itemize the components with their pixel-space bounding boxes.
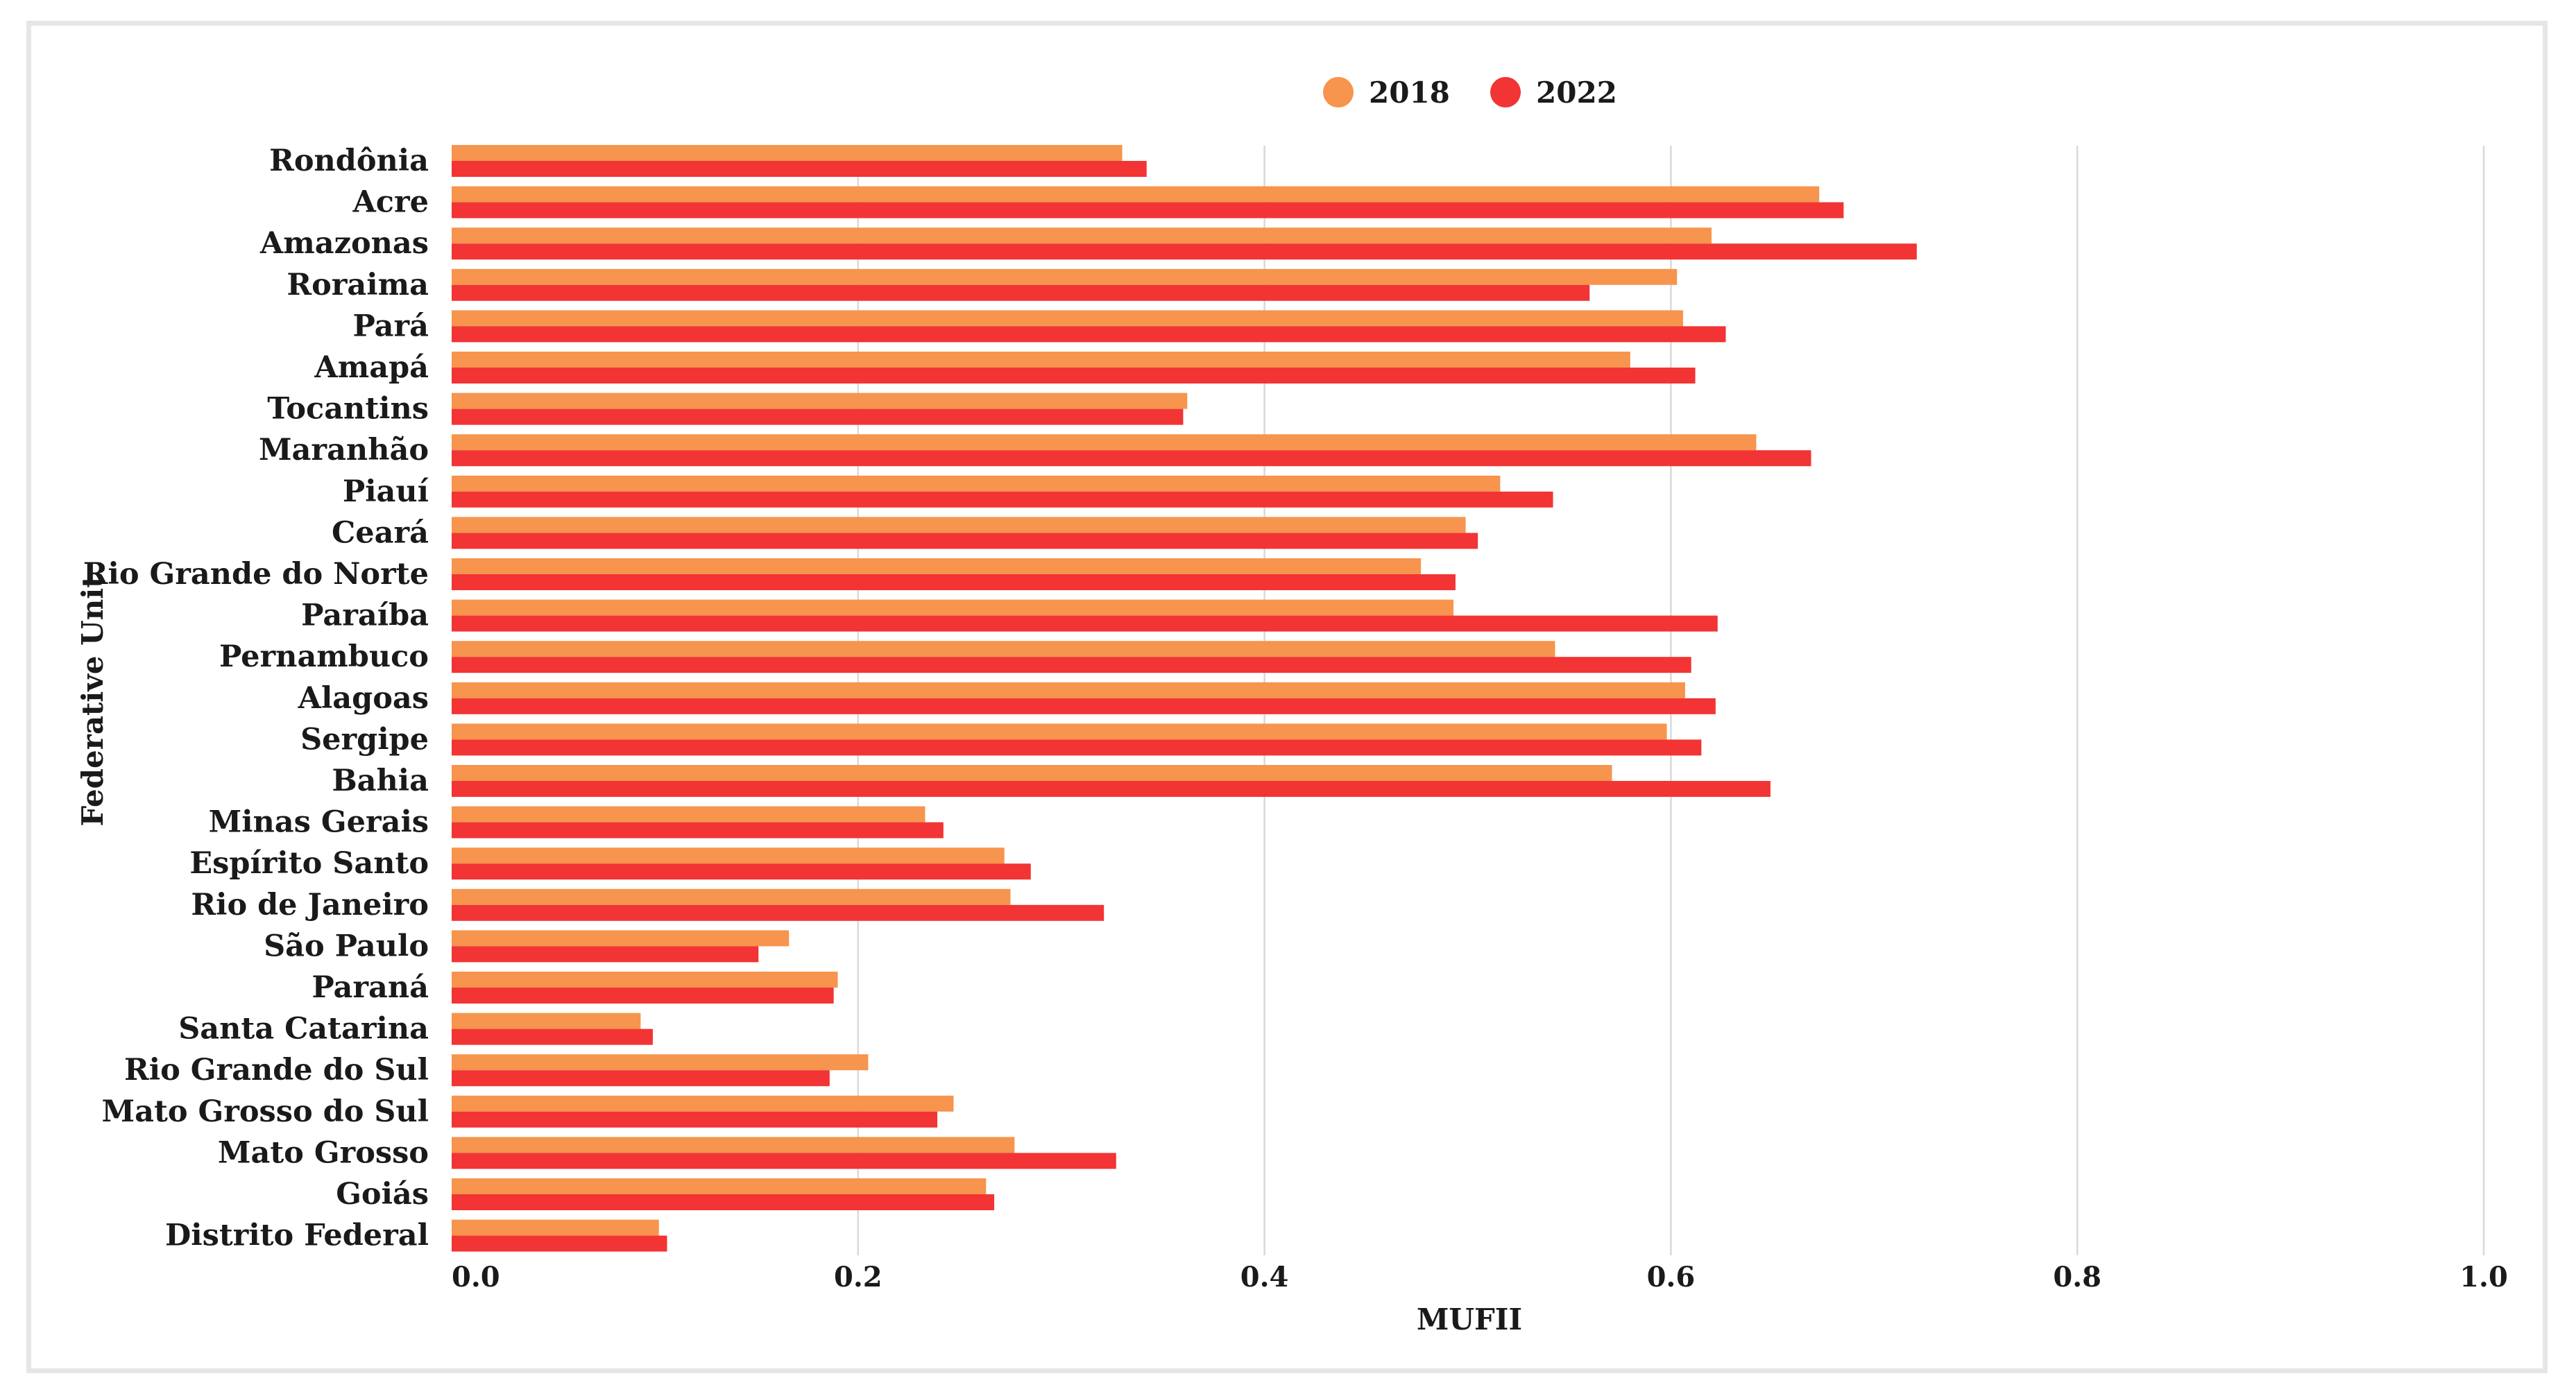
- bar-2018-esp-rito-santo: [452, 847, 1005, 864]
- bar-2018-goi-s: [452, 1178, 987, 1194]
- bar-2018-par-: [452, 310, 1683, 327]
- bar-2018-bahia: [452, 765, 1612, 781]
- y-tick-label: Goiás: [336, 1177, 429, 1212]
- bars: [452, 145, 1917, 1252]
- x-tick-label: 1.0: [2459, 1261, 2508, 1293]
- bar-2022-rio-grande-do-norte: [452, 574, 1456, 590]
- bar-2022-minas-gerais: [452, 822, 944, 838]
- bar-2022-rond-nia: [452, 161, 1147, 177]
- legend-label-2022: 2022: [1536, 76, 1617, 110]
- y-tick-label: Tocantins: [267, 392, 429, 427]
- bar-2022-esp-rito-santo: [452, 863, 1031, 880]
- y-tick-label: Acre: [352, 185, 429, 220]
- x-tick-label: 0.0: [452, 1261, 500, 1293]
- y-tick-label: Distrito Federal: [165, 1219, 429, 1253]
- bar-2022-amazonas: [452, 243, 1917, 260]
- bar-2018-rio-grande-do-sul: [452, 1054, 869, 1071]
- y-axis-tick-labels: Rondônia Acre Amazonas Roraima Pará Amapá Toca…: [83, 144, 429, 1253]
- bar-2018-mato-grosso-do-sul: [452, 1095, 954, 1112]
- y-tick-label: Amapá: [314, 350, 429, 385]
- y-tick-label: Roraima: [287, 268, 429, 302]
- x-tick-label: 0.2: [834, 1261, 882, 1293]
- bar-2018-santa-catarina: [452, 1013, 641, 1029]
- x-axis-title: MUFII: [1417, 1302, 1522, 1336]
- bar-2022-para-ba: [452, 615, 1718, 632]
- bar-2022-rio-de-janeiro: [452, 904, 1104, 921]
- y-tick-label: Amazonas: [259, 226, 429, 261]
- y-tick-label: Ceará: [332, 515, 429, 550]
- y-tick-label: Mato Grosso: [218, 1135, 429, 1170]
- bar-2022-santa-catarina: [452, 1029, 653, 1045]
- y-tick-label: Espírito Santo: [189, 846, 429, 881]
- bar-2018-piau-: [452, 475, 1501, 492]
- bar-2018-acre: [452, 186, 1820, 203]
- bar-2018-rio-grande-do-norte: [452, 558, 1422, 574]
- bar-2018-minas-gerais: [452, 806, 926, 823]
- bar-2022-piau-: [452, 491, 1553, 508]
- bar-2022-roraima: [452, 284, 1590, 301]
- x-axis-tick-labels: 0.0 0.2 0.4 0.6 0.8 1.0: [452, 1261, 2508, 1293]
- y-tick-label: Sergipe: [300, 722, 429, 757]
- bar-2018-rio-de-janeiro: [452, 888, 1011, 905]
- x-tick-label: 0.6: [1647, 1261, 1696, 1293]
- bar-2018-rond-nia: [452, 145, 1123, 161]
- bar-2018-para-ba: [452, 599, 1453, 616]
- bar-2022-distrito-federal: [452, 1235, 667, 1252]
- bar-2022-mato-grosso: [452, 1153, 1116, 1169]
- bar-2018-s-o-paulo: [452, 930, 790, 947]
- y-tick-label: Maranhão: [259, 433, 429, 467]
- bar-2018-tocantins: [452, 393, 1188, 409]
- legend: 2018 2022: [1323, 76, 1617, 110]
- bar-2022-maranh-o: [452, 450, 1811, 467]
- bar-2018-distrito-federal: [452, 1219, 659, 1236]
- y-tick-label: Santa Catarina: [178, 1012, 429, 1047]
- bar-2022-goi-s: [452, 1194, 995, 1210]
- bar-2022-cear-: [452, 533, 1478, 549]
- bar-2018-paran-: [452, 972, 838, 988]
- legend-label-2018: 2018: [1369, 76, 1450, 110]
- bar-2022-tocantins: [452, 408, 1184, 425]
- bar-2018-sergipe: [452, 723, 1667, 740]
- bar-2022-alagoas: [452, 698, 1716, 714]
- bar-2022-sergipe: [452, 739, 1702, 756]
- y-tick-label: Minas Gerais: [209, 805, 429, 840]
- y-tick-label: Paraná: [312, 970, 429, 1005]
- y-tick-label: Pernambuco: [219, 639, 429, 674]
- y-tick-label: Rondônia: [269, 144, 429, 178]
- bar-2018-maranh-o: [452, 434, 1757, 451]
- bar-2022-bahia: [452, 781, 1771, 797]
- bar-2022-rio-grande-do-sul: [452, 1070, 830, 1087]
- y-tick-label: Pará: [352, 309, 429, 343]
- bar-2022-pernambuco: [452, 657, 1691, 673]
- y-tick-label: Rio de Janeiro: [191, 888, 429, 922]
- y-tick-label: Piauí: [343, 474, 429, 509]
- y-tick-label: Alagoas: [298, 681, 429, 716]
- bar-2018-pernambuco: [452, 641, 1555, 657]
- bar-2022-paran-: [452, 988, 834, 1004]
- bar-2022-mato-grosso-do-sul: [452, 1111, 938, 1128]
- y-tick-label: São Paulo: [264, 929, 429, 963]
- y-tick-label: Bahia: [332, 764, 429, 798]
- y-tick-label: Paraíba: [301, 599, 429, 633]
- bar-2022-amap-: [452, 368, 1696, 384]
- legend-marker-2022: [1490, 77, 1521, 107]
- bar-2018-roraima: [452, 268, 1678, 285]
- bar-2018-cear-: [452, 517, 1466, 533]
- y-axis-title: Federative Unit: [76, 574, 110, 827]
- bar-2018-alagoas: [452, 682, 1685, 698]
- y-tick-label: Mato Grosso do Sul: [102, 1094, 429, 1129]
- y-tick-label: Rio Grande do Sul: [124, 1053, 429, 1087]
- x-tick-label: 0.4: [1240, 1261, 1289, 1293]
- bar-2022-acre: [452, 202, 1844, 218]
- bar-2022-s-o-paulo: [452, 946, 759, 963]
- legend-marker-2018: [1323, 77, 1354, 107]
- bar-2022-par-: [452, 326, 1726, 343]
- bar-2018-amazonas: [452, 227, 1712, 244]
- x-tick-label: 0.8: [2053, 1261, 2101, 1293]
- bar-2018-mato-grosso: [452, 1137, 1015, 1153]
- y-tick-label: Rio Grande do Norte: [83, 557, 429, 592]
- bar-2018-amap-: [452, 352, 1630, 368]
